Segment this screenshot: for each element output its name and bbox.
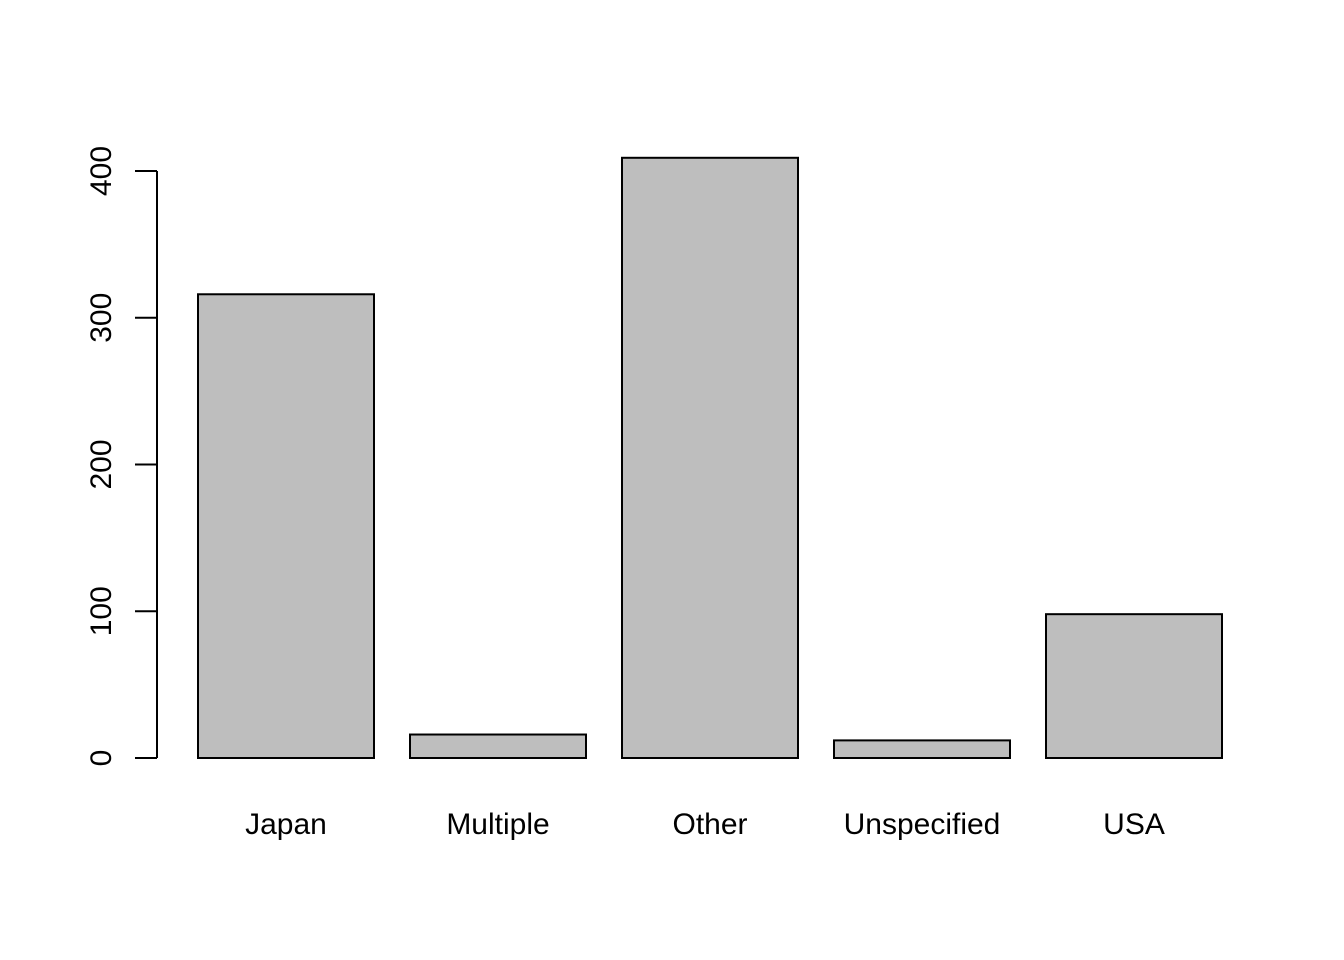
y-tick-label-300: 300 xyxy=(85,293,118,343)
bar-multiple xyxy=(409,733,587,760)
bars-layer xyxy=(197,156,1223,760)
y-tick-label-0: 0 xyxy=(85,750,118,767)
x-tick-label-multiple: Multiple xyxy=(446,808,549,841)
x-tick-label-usa: USA xyxy=(1103,808,1165,841)
x-tick-label-japan: Japan xyxy=(245,808,327,841)
bar-japan xyxy=(197,293,375,759)
x-tick-label-unspecified: Unspecified xyxy=(844,808,1001,841)
bar-other xyxy=(621,156,799,760)
y-axis: 0 100 200 300 400 xyxy=(85,146,158,767)
y-tick-label-400: 400 xyxy=(85,146,118,196)
bar-unspecified xyxy=(833,739,1011,760)
x-tick-label-other: Other xyxy=(672,808,747,841)
y-tick-label-200: 200 xyxy=(85,439,118,489)
bar-usa xyxy=(1045,613,1223,759)
x-axis-labels: Japan Multiple Other Unspecified USA xyxy=(245,808,1165,841)
y-tick-label-100: 100 xyxy=(85,586,118,636)
